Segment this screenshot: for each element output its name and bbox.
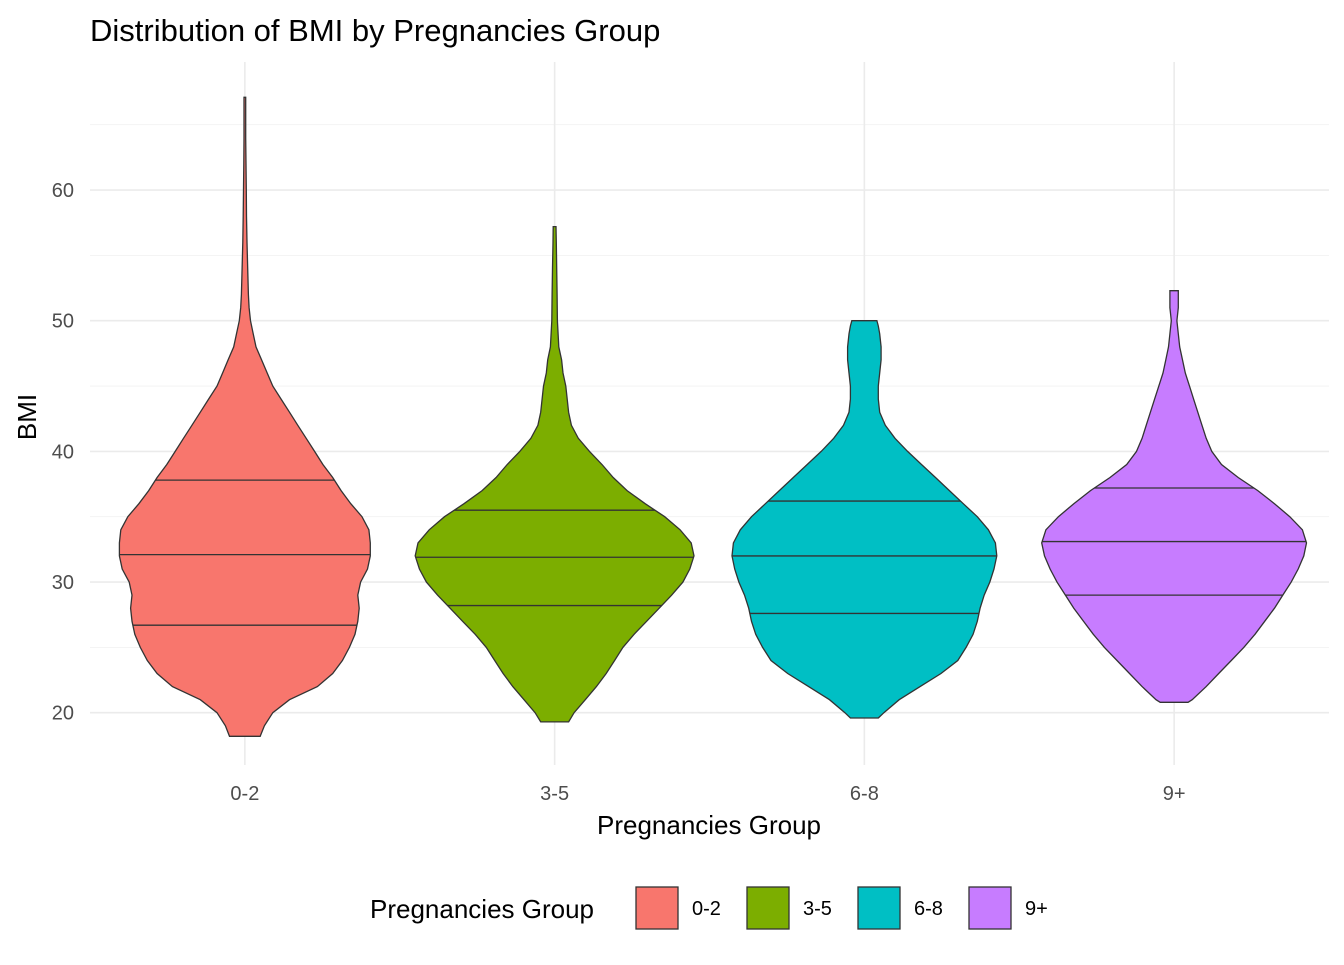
x-tick-label: 6-8 xyxy=(850,783,879,805)
y-tick-label: 30 xyxy=(52,572,74,594)
legend-key-0-2 xyxy=(635,886,679,930)
x-tick-label: 9+ xyxy=(1163,783,1186,805)
y-tick-label: 40 xyxy=(52,441,74,463)
y-tick-label: 20 xyxy=(52,703,74,725)
x-axis-ticks: 0-2 3-5 6-8 9+ xyxy=(230,783,1185,805)
y-axis-title: BMI xyxy=(12,394,42,440)
legend-key-3-5 xyxy=(746,886,790,930)
violin-9+ xyxy=(1041,290,1308,703)
y-axis-ticks: 20 30 40 50 60 xyxy=(52,180,74,725)
x-tick-label: 3-5 xyxy=(540,783,569,805)
x-tick-label: 0-2 xyxy=(230,783,259,805)
violin-0-2 xyxy=(118,96,371,737)
legend-label: 6-8 xyxy=(914,898,943,920)
legend-key-9+ xyxy=(968,886,1012,930)
violin-layer xyxy=(118,96,1308,737)
legend: Pregnancies Group 0-2 3-5 6-8 9+ xyxy=(370,886,1048,930)
legend-key-6-8 xyxy=(857,886,901,930)
legend-label: 0-2 xyxy=(692,898,721,920)
x-axis-title: Pregnancies Group xyxy=(597,810,821,840)
y-tick-label: 60 xyxy=(52,180,74,202)
violin-6-8 xyxy=(731,320,998,719)
legend-label: 9+ xyxy=(1025,898,1048,920)
legend-items: 0-2 3-5 6-8 9+ xyxy=(635,886,1048,930)
chart-title: Distribution of BMI by Pregnancies Group xyxy=(90,13,660,48)
y-tick-label: 50 xyxy=(52,311,74,333)
legend-title: Pregnancies Group xyxy=(370,894,594,924)
violin-3-5 xyxy=(414,225,695,723)
legend-label: 3-5 xyxy=(803,898,832,920)
